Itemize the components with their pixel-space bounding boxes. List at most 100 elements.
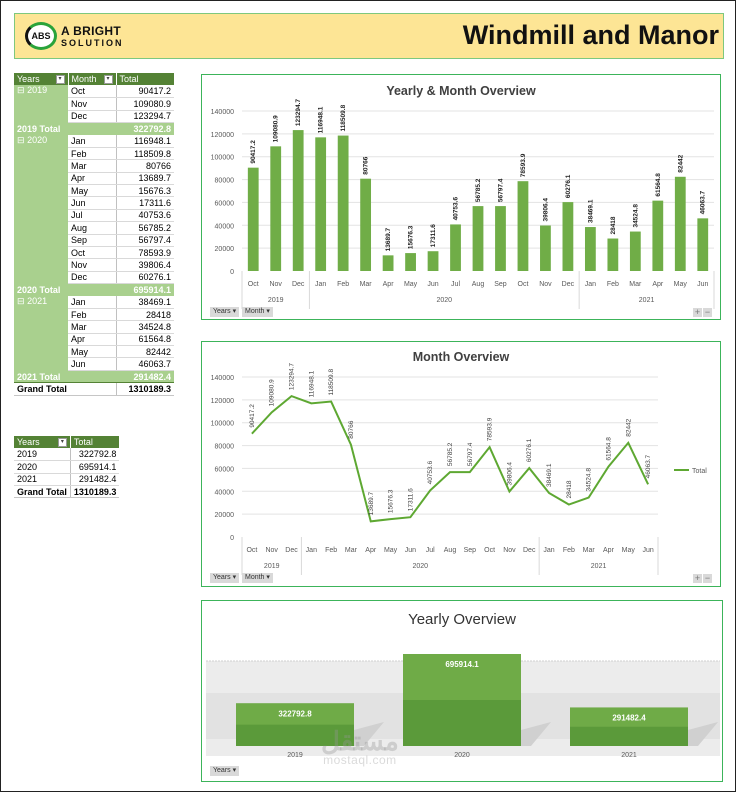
month-cell: Oct xyxy=(68,246,117,260)
svg-text:Jun: Jun xyxy=(427,281,438,288)
company-logo: ABS A BRIGHT SOLUTION xyxy=(25,22,124,50)
grand-total-row: Grand Total 1310189.3 xyxy=(14,485,120,499)
svg-text:60276.1: 60276.1 xyxy=(526,438,533,462)
collapse-icon[interactable]: ⊟ xyxy=(17,296,25,307)
svg-text:34524.8: 34524.8 xyxy=(586,468,593,492)
total-header: Total xyxy=(70,436,120,449)
grand-total-label: Grand Total xyxy=(14,485,71,499)
table-row: Sep 56797.4 xyxy=(14,234,174,247)
svg-text:2019: 2019 xyxy=(268,297,284,304)
svg-text:56785.2: 56785.2 xyxy=(475,178,482,202)
svg-text:90417.2: 90417.2 xyxy=(250,140,257,164)
total-cell: 291482.4 xyxy=(70,473,120,487)
collapse-icon[interactable]: ⊟ xyxy=(17,85,25,96)
month-overview-line-chart[interactable]: Month Overview 0 20000 40000 60000 80000 1000… xyxy=(201,341,721,587)
table-row: Dec 123294.7 xyxy=(14,110,174,124)
month-cell: Dec xyxy=(68,271,117,285)
year-group-cell[interactable]: ⊟ 2020 xyxy=(14,134,68,284)
yearly-overview-chart[interactable]: Yearly Overview 322792.8 2019 695914.1 2020… xyxy=(201,600,723,782)
svg-text:2021: 2021 xyxy=(591,563,607,570)
monthly-pivot-table[interactable]: Years ▾ Month ▾ Total ⊟ 2019 Oct 90417.2 Nov 1… xyxy=(14,73,174,396)
page-title: Windmill and Manor xyxy=(462,20,719,50)
years-header[interactable]: Years ▾ xyxy=(14,436,71,449)
svg-text:Mar: Mar xyxy=(360,281,373,288)
month-cell: Mar xyxy=(68,320,117,334)
total-cell: 78593.9 xyxy=(116,246,174,260)
month-cell: Apr xyxy=(68,333,117,347)
table-row: Feb 118509.8 xyxy=(14,147,174,161)
expand-button[interactable]: + xyxy=(693,307,702,317)
month-header[interactable]: Month ▾ xyxy=(68,73,117,86)
table-row: Jun 46063.7 xyxy=(14,357,174,371)
total-cell: 322792.8 xyxy=(70,448,120,462)
svg-text:Aug: Aug xyxy=(472,281,485,288)
svg-text:Nov: Nov xyxy=(503,547,516,554)
yearly-pivot-table[interactable]: Years ▾ Total 2019 322792.8 2020 695914.1 202… xyxy=(14,436,120,499)
total-cell: 56785.2 xyxy=(116,221,174,235)
collapse-button[interactable]: − xyxy=(703,573,712,583)
svg-text:0: 0 xyxy=(230,269,234,276)
svg-text:Jan: Jan xyxy=(315,281,326,288)
svg-text:56797.4: 56797.4 xyxy=(497,178,504,202)
collapse-button[interactable]: − xyxy=(703,307,712,317)
svg-text:Dec: Dec xyxy=(562,281,575,288)
filter-dropdown-icon[interactable]: ▾ xyxy=(103,75,113,85)
svg-text:39806.4: 39806.4 xyxy=(542,198,549,222)
total-cell: 80766 xyxy=(116,159,174,173)
total-cell: 118509.8 xyxy=(116,147,174,161)
total-cell: 39806.4 xyxy=(116,258,174,272)
yearly-header-row: Years ▾ Total xyxy=(14,436,120,449)
svg-text:Mar: Mar xyxy=(345,547,358,554)
collapse-icon[interactable]: ⊟ xyxy=(17,134,25,145)
month-cell: Jul xyxy=(68,209,117,223)
filter-dropdown-icon[interactable]: ▾ xyxy=(55,75,65,85)
svg-text:May: May xyxy=(384,547,398,554)
svg-text:Aug: Aug xyxy=(444,547,457,554)
grand-total-row: Grand Total 1310189.3 xyxy=(14,382,174,396)
svg-text:Feb: Feb xyxy=(325,547,337,554)
years-header[interactable]: Years ▾ xyxy=(14,73,69,86)
subtotal-label: 2019 Total xyxy=(14,122,116,135)
svg-text:80000: 80000 xyxy=(215,444,235,451)
filter-dropdown-icon[interactable]: ▾ xyxy=(57,438,67,448)
svg-text:17311.6: 17311.6 xyxy=(407,488,414,511)
svg-text:15676.3: 15676.3 xyxy=(388,489,395,513)
svg-text:40000: 40000 xyxy=(215,223,235,230)
table-row: 2021 291482.4 xyxy=(14,473,120,487)
svg-text:2019: 2019 xyxy=(264,563,280,570)
svg-text:Jun: Jun xyxy=(642,547,653,554)
svg-text:20000: 20000 xyxy=(215,512,235,519)
expand-button[interactable]: + xyxy=(693,573,702,583)
year-group-cell[interactable]: ⊟ 2021 xyxy=(14,296,68,371)
total-cell: 61564.8 xyxy=(116,333,174,347)
yearly-month-bar-chart[interactable]: Yearly & Month Overview 0 20000 40000 60000… xyxy=(201,74,721,320)
month-field-button[interactable]: Month ▾ xyxy=(242,573,273,583)
total-cell: 17311.6 xyxy=(116,196,174,210)
svg-text:Oct: Oct xyxy=(518,281,529,288)
svg-text:Jan: Jan xyxy=(306,547,317,554)
total-cell: 123294.7 xyxy=(116,110,174,124)
chart-title: Month Overview xyxy=(412,350,510,364)
years-field-button[interactable]: Years ▾ xyxy=(210,307,240,317)
table-row: Nov 39806.4 xyxy=(14,258,174,272)
subtotal-value: 291482.4 xyxy=(116,370,174,383)
svg-text:40753.6: 40753.6 xyxy=(427,461,434,485)
subtotal-label: 2020 Total xyxy=(14,283,116,297)
svg-text:28418: 28418 xyxy=(610,216,617,234)
svg-text:40753.6: 40753.6 xyxy=(453,197,460,221)
svg-text:39806.4: 39806.4 xyxy=(506,462,513,486)
years-field-button[interactable]: Years ▾ xyxy=(210,766,240,776)
table-row: Apr 61564.8 xyxy=(14,333,174,347)
svg-text:2020: 2020 xyxy=(436,297,452,304)
month-cell: Apr xyxy=(68,172,117,186)
years-field-button[interactable]: Years ▾ xyxy=(210,573,240,583)
table-row: Nov 109080.9 xyxy=(14,97,174,111)
month-field-button[interactable]: Month ▾ xyxy=(242,307,273,317)
svg-text:Nov: Nov xyxy=(539,281,552,288)
svg-text:78593.9: 78593.9 xyxy=(487,417,494,441)
svg-text:Sep: Sep xyxy=(494,281,507,288)
svg-text:Apr: Apr xyxy=(383,281,395,288)
svg-text:Feb: Feb xyxy=(337,281,349,288)
svg-text:Jan: Jan xyxy=(585,281,596,288)
year-group-cell[interactable]: ⊟ 2019 xyxy=(14,85,68,123)
